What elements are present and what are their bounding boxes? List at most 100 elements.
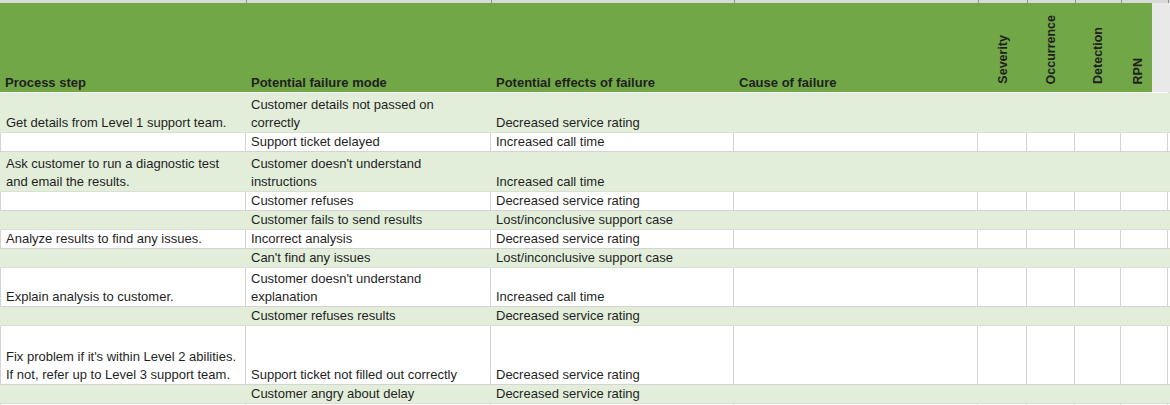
cell-severity[interactable] (978, 385, 1027, 404)
cell-failure-effect[interactable]: Decreased service rating (491, 385, 734, 404)
column-header-failure-cause[interactable]: Cause of failure (734, 3, 978, 93)
cell-failure-mode[interactable]: Can't find any issues (246, 249, 491, 268)
cell-failure-cause[interactable] (734, 385, 978, 404)
cell-failure-effect[interactable]: Increased call time (491, 268, 734, 307)
cell-failure-effect[interactable]: Decreased service rating (491, 230, 734, 249)
fmea-table: Process step Potential failure mode Pote… (0, 3, 1170, 405)
cell-process-step[interactable] (0, 307, 246, 326)
cell-failure-cause[interactable] (734, 268, 978, 307)
cell-failure-cause[interactable] (734, 249, 978, 268)
column-header-severity[interactable]: Severity (978, 3, 1027, 93)
cell-process-step[interactable] (0, 385, 246, 404)
cell-detection[interactable] (1075, 192, 1121, 211)
cell-severity[interactable] (978, 133, 1027, 152)
header-row: Process step Potential failure mode Pote… (0, 3, 1170, 93)
cell-failure-effect[interactable]: Increased call time (491, 152, 734, 192)
cell-failure-cause[interactable] (734, 307, 978, 326)
cell-detection[interactable] (1075, 211, 1121, 230)
cell-rpn[interactable] (1121, 326, 1168, 385)
cell-process-step[interactable]: Fix problem if it's within Level 2 abili… (0, 326, 246, 385)
column-header-process-step[interactable]: Process step (0, 3, 246, 93)
cell-rpn[interactable] (1121, 249, 1168, 268)
cell-rpn[interactable] (1121, 307, 1168, 326)
cell-failure-cause[interactable] (734, 133, 978, 152)
cell-severity[interactable] (978, 211, 1027, 230)
cell-detection[interactable] (1075, 307, 1121, 326)
cell-severity[interactable] (978, 152, 1027, 192)
column-header-failure-effects[interactable]: Potential effects of failure (491, 3, 734, 93)
cell-failure-cause[interactable] (734, 152, 978, 192)
cell-failure-effect[interactable]: Increased call time (491, 133, 734, 152)
cell-severity[interactable] (978, 192, 1027, 211)
cell-failure-cause[interactable] (734, 93, 978, 133)
cell-failure-effect[interactable]: Lost/inconclusive support case (491, 249, 734, 268)
cell-failure-cause[interactable] (734, 326, 978, 385)
cell-failure-effect[interactable]: Decreased service rating (491, 307, 734, 326)
cell-failure-mode[interactable]: Customer refuses (246, 192, 491, 211)
column-header-occurrence[interactable]: Occurrence (1027, 3, 1075, 93)
cell-rpn[interactable] (1121, 93, 1168, 133)
cell-rpn[interactable] (1121, 230, 1168, 249)
column-header-failure-mode[interactable]: Potential failure mode (246, 3, 491, 93)
cell-failure-mode[interactable]: Incorrect analysis (246, 230, 491, 249)
cell-occurrence[interactable] (1027, 307, 1075, 326)
cell-occurrence[interactable] (1027, 268, 1075, 307)
cell-occurrence[interactable] (1027, 385, 1075, 404)
cell-failure-cause[interactable] (734, 230, 978, 249)
cell-occurrence[interactable] (1027, 211, 1075, 230)
cell-process-step[interactable] (0, 249, 246, 268)
cell-failure-cause[interactable] (734, 211, 978, 230)
cell-process-step[interactable]: Get details from Level 1 support team. (0, 93, 246, 133)
cell-detection[interactable] (1075, 93, 1121, 133)
cell-severity[interactable] (978, 326, 1027, 385)
cell-failure-mode[interactable]: Customer fails to send results (246, 211, 491, 230)
cell-occurrence[interactable] (1027, 192, 1075, 211)
column-header-rpn[interactable]: RPN (1121, 3, 1168, 93)
cell-failure-cause[interactable] (734, 192, 978, 211)
cell-detection[interactable] (1075, 249, 1121, 268)
cell-failure-effect[interactable]: Decreased service rating (491, 93, 734, 133)
cell-occurrence[interactable] (1027, 152, 1075, 192)
cell-detection[interactable] (1075, 268, 1121, 307)
cell-process-step[interactable] (0, 133, 246, 152)
cell-failure-mode[interactable]: Support ticket not filled out correctly (246, 326, 491, 385)
cell-failure-mode[interactable]: Customer doesn't understand explanation (246, 268, 491, 307)
cell-failure-mode[interactable]: Customer details not passed on correctly (246, 93, 491, 133)
cell-severity[interactable] (978, 249, 1027, 268)
cell-rpn[interactable] (1121, 152, 1168, 192)
cell-occurrence[interactable] (1027, 249, 1075, 268)
cell-rpn[interactable] (1121, 268, 1168, 307)
cell-detection[interactable] (1075, 326, 1121, 385)
cell-failure-effect[interactable]: Decreased service rating (491, 326, 734, 385)
cell-rpn[interactable] (1121, 192, 1168, 211)
cell-severity[interactable] (978, 268, 1027, 307)
column-boundary-tick (1168, 0, 1169, 3)
cell-process-step[interactable]: Analyze results to find any issues. (0, 230, 246, 249)
cell-severity[interactable] (978, 307, 1027, 326)
cell-detection[interactable] (1075, 152, 1121, 192)
cell-detection[interactable] (1075, 133, 1121, 152)
cell-occurrence[interactable] (1027, 133, 1075, 152)
cell-process-step[interactable] (0, 192, 246, 211)
cell-process-step[interactable] (0, 211, 246, 230)
cell-occurrence[interactable] (1027, 326, 1075, 385)
cell-occurrence[interactable] (1027, 230, 1075, 249)
cell-rpn[interactable] (1121, 133, 1168, 152)
cell-failure-mode[interactable]: Customer angry about delay (246, 385, 491, 404)
cell-failure-effect[interactable]: Decreased service rating (491, 192, 734, 211)
cell-severity[interactable] (978, 93, 1027, 133)
cell-detection[interactable] (1075, 230, 1121, 249)
cell-detection[interactable] (1075, 385, 1121, 404)
cell-process-step[interactable]: Explain analysis to customer. (0, 268, 246, 307)
cell-process-step[interactable]: Ask customer to run a diagnostic test an… (0, 152, 246, 192)
cell-occurrence[interactable] (1027, 93, 1075, 133)
severity-label: Severity (994, 35, 1012, 84)
cell-failure-mode[interactable]: Support ticket delayed (246, 133, 491, 152)
cell-rpn[interactable] (1121, 211, 1168, 230)
cell-failure-effect[interactable]: Lost/inconclusive support case (491, 211, 734, 230)
cell-severity[interactable] (978, 230, 1027, 249)
cell-failure-mode[interactable]: Customer doesn't understand instructions (246, 152, 491, 192)
cell-failure-mode[interactable]: Customer refuses results (246, 307, 491, 326)
column-header-detection[interactable]: Detection (1075, 3, 1121, 93)
cell-rpn[interactable] (1121, 385, 1168, 404)
